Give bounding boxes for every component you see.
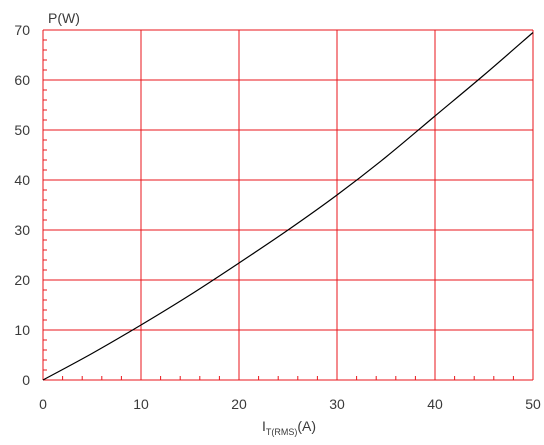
x-tick-label: 0 — [39, 396, 47, 412]
x-axis-title: IT(RMS)(A) — [262, 418, 316, 437]
y-tick-label: 30 — [14, 222, 30, 238]
x-axis-title-main: I — [262, 418, 266, 434]
y-tick-label: 60 — [14, 72, 30, 88]
power-curve — [42, 32, 534, 381]
y-tick-label: 40 — [14, 172, 30, 188]
x-tick-label: 10 — [133, 396, 149, 412]
y-axis-title: P(W) — [48, 10, 80, 26]
x-tick-label: 20 — [231, 396, 247, 412]
x-tick-label: 40 — [427, 396, 443, 412]
x-tick-label: 30 — [329, 396, 345, 412]
y-tick-label: 0 — [22, 372, 30, 388]
x-axis-title-subscript: T(RMS) — [266, 427, 298, 437]
y-tick-label: 20 — [14, 272, 30, 288]
x-tick-label: 50 — [525, 396, 541, 412]
curve-layer — [42, 32, 534, 381]
y-tick-label: 70 — [14, 22, 30, 38]
y-tick-label: 50 — [14, 122, 30, 138]
grid-layer — [42, 29, 534, 381]
minor-tick-layer — [43, 39, 514, 380]
x-axis-title-suffix: (A) — [297, 418, 316, 434]
y-tick-label: 10 — [14, 322, 30, 338]
tick-label-layer: 0 10 20 30 40 50 0 10 20 30 40 50 60 70 — [14, 22, 541, 412]
